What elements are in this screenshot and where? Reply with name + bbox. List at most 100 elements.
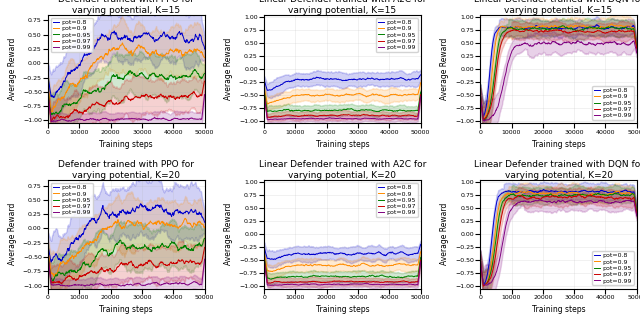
pot=0.9 [201,55,209,59]
Y-axis label: Average Reward: Average Reward [8,203,17,265]
pot=0.95 [138,245,145,249]
Line: pot=0.9: pot=0.9 [48,218,205,276]
pot=0.9 [417,81,424,85]
pot=0.8 [389,251,397,255]
pot=0.97 [633,47,640,51]
pot=0.9 [570,25,577,29]
pot=0.97 [260,91,268,95]
pot=0.99 [197,283,205,287]
pot=0.99 [119,283,127,287]
pot=0.9 [481,284,488,288]
pot=0.95 [260,88,268,92]
pot=0.99 [552,200,559,204]
Line: pot=0.99: pot=0.99 [48,256,205,286]
Line: pot=0.95: pot=0.95 [480,26,637,120]
pot=0.9 [336,94,344,98]
pot=0.99 [562,200,570,204]
pot=0.95 [417,255,424,259]
pot=0.99 [574,39,582,43]
pot=0.8 [551,26,559,30]
pot=0.95 [119,242,127,245]
pot=0.99 [336,282,344,286]
pot=0.8 [552,189,559,193]
pot=0.8 [540,187,547,191]
pot=0.97 [129,262,137,266]
pot=0.99 [260,258,268,261]
pot=0.8 [173,209,181,213]
pot=0.95 [570,28,578,32]
pot=0.9 [181,216,189,220]
pot=0.95 [173,244,180,248]
pot=0.97 [346,113,353,117]
pot=0.99 [483,283,490,287]
pot=0.8 [138,34,146,38]
X-axis label: Training steps: Training steps [316,140,369,149]
Line: pot=0.97: pot=0.97 [48,247,205,284]
Line: pot=0.95: pot=0.95 [264,256,420,279]
pot=0.97 [260,256,268,260]
pot=0.97 [138,93,145,97]
pot=0.9 [413,92,421,96]
Legend: pot=0.8, pot=0.9, pot=0.95, pot=0.97, pot=0.99: pot=0.8, pot=0.9, pot=0.95, pot=0.97, po… [376,18,417,52]
pot=0.95 [417,90,424,94]
Line: pot=0.8: pot=0.8 [264,244,420,259]
pot=0.99 [561,41,569,45]
pot=0.99 [346,283,353,287]
pot=0.99 [536,198,543,201]
pot=0.95 [335,275,342,279]
pot=0.9 [173,49,181,53]
pot=0.95 [197,244,205,248]
pot=0.99 [138,283,145,287]
pot=0.95 [198,77,205,81]
pot=0.8 [479,115,487,119]
pot=0.9 [561,192,569,196]
pot=0.8 [354,78,362,82]
pot=0.99 [201,257,209,261]
pot=0.8 [633,43,640,47]
pot=0.9 [551,24,559,28]
pot=0.99 [633,51,640,55]
Line: pot=0.99: pot=0.99 [480,200,637,285]
Line: pot=0.97: pot=0.97 [264,258,420,283]
pot=0.8 [417,243,424,246]
pot=0.9 [129,51,137,55]
pot=0.8 [633,209,640,213]
pot=0.8 [173,34,181,38]
pot=0.99 [335,116,342,120]
pot=0.95 [633,210,640,214]
Line: pot=0.97: pot=0.97 [480,29,637,120]
Title: Linear Defender trained with DQN for
varying potential, K=15: Linear Defender trained with DQN for var… [474,0,640,15]
pot=0.97 [570,30,578,34]
pot=0.99 [197,117,205,121]
pot=0.99 [570,40,577,44]
pot=0.95 [260,254,268,258]
pot=0.97 [129,97,137,101]
Legend: pot=0.8, pot=0.9, pot=0.95, pot=0.97, pot=0.99: pot=0.8, pot=0.9, pot=0.95, pot=0.97, po… [51,18,93,52]
pot=0.97 [173,260,180,264]
pot=0.95 [47,113,55,117]
pot=0.9 [630,192,637,196]
Legend: pot=0.8, pot=0.9, pot=0.95, pot=0.97, pot=0.99: pot=0.8, pot=0.9, pot=0.95, pot=0.97, po… [592,251,634,285]
pot=0.8 [120,210,127,214]
pot=0.9 [552,193,559,197]
X-axis label: Training steps: Training steps [532,305,586,314]
pot=0.95 [476,258,484,262]
pot=0.95 [49,279,56,283]
pot=0.97 [413,280,421,284]
pot=0.95 [552,26,559,30]
pot=0.9 [346,263,353,267]
pot=0.97 [138,262,145,266]
pot=0.97 [264,115,271,119]
pot=0.95 [201,71,209,75]
pot=0.8 [605,26,613,30]
pot=0.8 [476,258,484,261]
pot=0.99 [389,282,397,286]
pot=0.8 [336,78,344,82]
pot=0.97 [562,30,570,34]
pot=0.95 [44,251,52,255]
pot=0.95 [336,108,344,112]
Line: pot=0.97: pot=0.97 [480,195,637,286]
pot=0.99 [417,95,424,98]
X-axis label: Training steps: Training steps [99,140,153,149]
Legend: pot=0.8, pot=0.9, pot=0.95, pot=0.97, pot=0.99: pot=0.8, pot=0.9, pot=0.95, pot=0.97, po… [51,183,93,217]
